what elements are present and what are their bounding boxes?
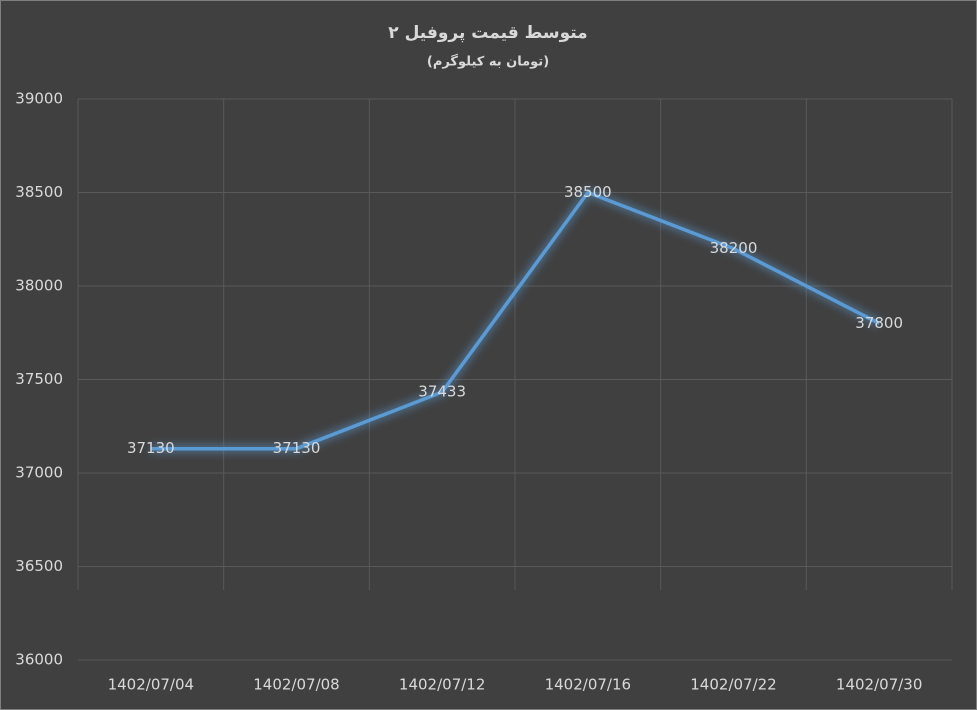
y-tick-label: 39000 bbox=[15, 90, 63, 108]
data-label: 38200 bbox=[710, 239, 758, 257]
x-tick-label: 1402/07/04 bbox=[108, 676, 194, 694]
chart-title: متوسط قیمت پروفیل ۲ bbox=[388, 23, 587, 43]
y-tick-label: 38000 bbox=[15, 277, 63, 295]
y-tick-label: 36500 bbox=[15, 557, 63, 575]
data-label: 37130 bbox=[273, 439, 321, 457]
x-tick-label: 1402/07/08 bbox=[253, 676, 339, 694]
data-label: 37130 bbox=[127, 439, 175, 457]
data-label: 38500 bbox=[564, 183, 612, 201]
y-tick-label: 38500 bbox=[15, 183, 63, 201]
y-tick-label: 36000 bbox=[15, 651, 63, 669]
data-label: 37433 bbox=[418, 383, 466, 401]
x-tick-label: 1402/07/22 bbox=[690, 676, 776, 694]
chart-subtitle: (تومان به کیلوگرم) bbox=[427, 54, 549, 70]
x-tick-label: 1402/07/12 bbox=[399, 676, 485, 694]
x-tick-label: 1402/07/30 bbox=[836, 676, 922, 694]
y-tick-label: 37500 bbox=[15, 370, 63, 388]
y-tick-label: 37000 bbox=[15, 464, 63, 482]
line bbox=[150, 190, 880, 451]
data-label: 37800 bbox=[855, 314, 903, 332]
x-tick-label: 1402/07/16 bbox=[545, 676, 631, 694]
